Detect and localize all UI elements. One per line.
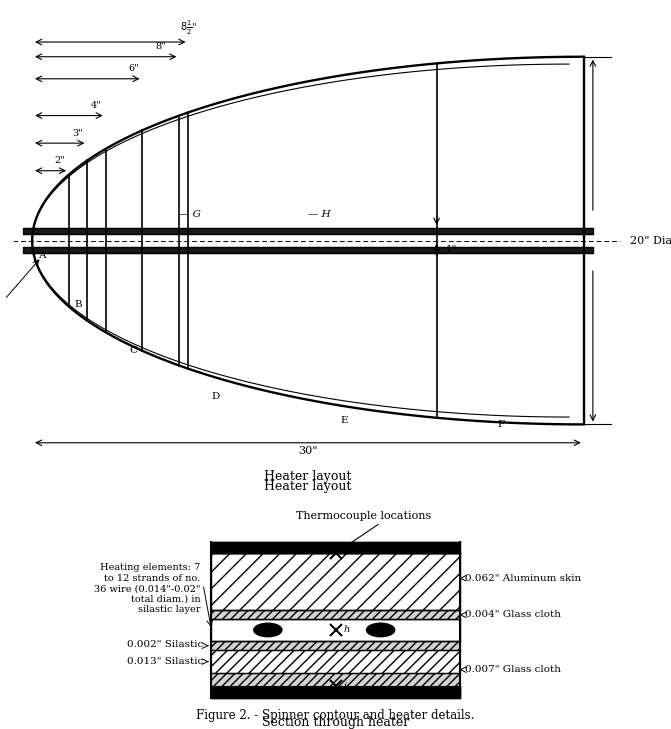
Text: 30": 30" xyxy=(298,446,317,456)
Bar xyxy=(211,686,460,698)
Text: 0.007" Glass cloth: 0.007" Glass cloth xyxy=(465,665,561,674)
Text: F: F xyxy=(497,420,505,429)
Text: Heater layout: Heater layout xyxy=(264,480,352,493)
Text: Heater layout: Heater layout xyxy=(264,470,352,483)
Text: B: B xyxy=(74,300,82,309)
Bar xyxy=(211,553,460,609)
Text: i: i xyxy=(344,682,347,690)
Bar xyxy=(211,609,460,619)
Ellipse shape xyxy=(254,623,282,636)
Text: 3": 3" xyxy=(72,128,84,138)
Text: 6": 6" xyxy=(128,64,139,74)
Text: 0.004" Glass cloth: 0.004" Glass cloth xyxy=(465,610,561,620)
Text: Heating elements: 7
to 12 strands of no.
36 wire (0.014"-0.02"
total diam.) in
s: Heating elements: 7 to 12 strands of no.… xyxy=(94,564,200,614)
Text: Thermocouple locations: Thermocouple locations xyxy=(296,511,431,521)
Text: — G: — G xyxy=(179,209,201,219)
Text: Section through heater: Section through heater xyxy=(262,716,409,729)
Text: 8": 8" xyxy=(156,42,166,51)
Bar xyxy=(211,619,460,642)
Text: $8\frac{1}{2}$": $8\frac{1}{2}$" xyxy=(180,18,197,36)
Text: 4": 4" xyxy=(91,101,102,110)
Text: A: A xyxy=(38,251,45,260)
Text: E: E xyxy=(341,416,348,425)
Ellipse shape xyxy=(366,623,395,636)
Bar xyxy=(211,642,460,650)
Text: 1": 1" xyxy=(446,245,457,254)
Text: D: D xyxy=(212,392,220,402)
Bar xyxy=(211,673,460,686)
Text: 2": 2" xyxy=(54,156,65,165)
Text: C: C xyxy=(130,346,138,355)
Bar xyxy=(211,650,460,673)
Text: 0.062" Aluminum skin: 0.062" Aluminum skin xyxy=(465,574,581,582)
Text: — H: — H xyxy=(308,209,331,219)
Text: 0.002" Silastic: 0.002" Silastic xyxy=(127,640,203,650)
Text: 20" Diam.: 20" Diam. xyxy=(629,235,671,246)
Text: s: s xyxy=(344,548,349,557)
Text: h: h xyxy=(344,625,350,634)
Text: 0.013" Silastic: 0.013" Silastic xyxy=(127,657,203,666)
Text: Figure 2. - Spinner contour and heater details.: Figure 2. - Spinner contour and heater d… xyxy=(197,709,474,722)
